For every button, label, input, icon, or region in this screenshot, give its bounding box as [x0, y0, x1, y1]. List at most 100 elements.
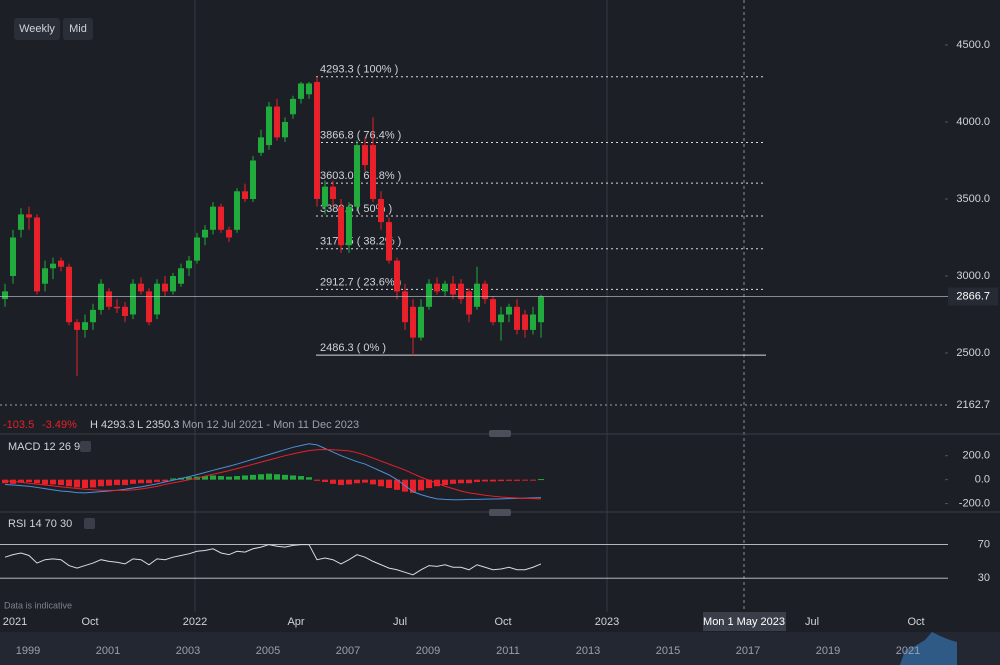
candle-body	[250, 160, 256, 199]
x-tick-label: Oct	[494, 616, 511, 628]
histogram-bar	[410, 479, 416, 493]
price-type-button[interactable]	[63, 18, 93, 40]
histogram-bar	[530, 479, 536, 481]
candle-body	[354, 145, 360, 207]
macd-title: MACD 12 26 9	[8, 441, 80, 453]
signal-line	[4, 448, 542, 500]
candle-body	[306, 83, 312, 95]
histogram-bar	[506, 479, 512, 481]
candle-body	[114, 306, 120, 309]
histogram-bar	[498, 479, 504, 482]
x-tick-label: Jul	[805, 616, 819, 628]
x-tick-label: 2023	[595, 616, 619, 628]
histogram-bar	[218, 476, 224, 480]
navigator-label: 2021	[896, 645, 920, 657]
y-tick-label: 30	[978, 572, 990, 584]
histogram-bar	[34, 479, 40, 484]
pane-handle[interactable]	[489, 509, 511, 516]
candle-body	[50, 263, 56, 269]
histogram-bar	[378, 479, 384, 487]
navigator-label: 2019	[816, 645, 840, 657]
histogram-bar	[426, 479, 432, 489]
histogram-bar	[90, 479, 96, 488]
candle-body	[482, 283, 488, 300]
last-price-label: 2866.7	[956, 290, 990, 302]
histogram-bar	[274, 474, 280, 480]
histogram-bar	[466, 479, 472, 484]
settings-icon[interactable]	[80, 441, 91, 452]
candle-body	[314, 81, 320, 199]
histogram-bar	[210, 475, 216, 480]
navigator[interactable]	[0, 632, 1000, 665]
histogram-bar	[50, 479, 56, 485]
histogram-bar	[98, 479, 104, 487]
candle-body	[426, 283, 432, 307]
histogram-bar	[314, 479, 320, 481]
histogram-bar	[170, 478, 176, 480]
candle-body	[338, 206, 344, 246]
candle-body	[258, 137, 264, 153]
candle-body	[34, 217, 40, 292]
histogram-bar	[266, 473, 272, 480]
candle-body	[378, 198, 384, 223]
histogram-bar	[122, 479, 128, 486]
candle-body	[178, 268, 184, 284]
change: -103.5	[3, 419, 34, 431]
histogram-bar	[362, 479, 368, 483]
candle-body	[162, 283, 168, 292]
histogram-bar	[250, 474, 256, 480]
y-tick-label: 2500.0	[956, 347, 990, 359]
range: Mon 12 Jul 2021 - Mon 11 Dec 2023	[182, 419, 359, 431]
macd-line	[4, 443, 542, 501]
button-label: Weekly	[19, 23, 55, 35]
fib-label: 3866.8 ( 76.4% )	[320, 129, 401, 141]
candle-body	[130, 283, 136, 315]
interval-button[interactable]	[14, 18, 60, 40]
histogram-bar	[482, 479, 488, 482]
candle-body	[386, 222, 392, 261]
histogram-bar	[458, 479, 464, 484]
navigator-label: 2011	[496, 645, 520, 657]
navigator-label: 2013	[576, 645, 600, 657]
candle-body	[498, 314, 504, 323]
candle-body	[234, 191, 240, 230]
y-tick-label: 200.0	[962, 450, 990, 462]
candle-body	[242, 191, 248, 199]
candle-body	[274, 106, 280, 138]
button-label: Mid	[69, 23, 87, 35]
navigator-area	[900, 632, 957, 665]
x-tick-label: Jul	[393, 616, 407, 628]
pane-handle[interactable]	[489, 430, 511, 437]
histogram-bar	[66, 479, 72, 487]
candle-body	[146, 291, 152, 323]
candle-body	[226, 229, 232, 238]
navigator-label: 2005	[256, 645, 280, 657]
histogram-bar	[514, 479, 520, 481]
candle-body	[26, 214, 32, 218]
histogram-bar	[162, 479, 168, 482]
marker-box	[948, 395, 998, 414]
fib-label: 3603.0 ( 61.8% )	[320, 170, 401, 182]
candle-body	[522, 314, 528, 330]
candle-body	[466, 291, 472, 315]
marker-label: 2162.7	[956, 399, 990, 411]
navigator-label: 2015	[656, 645, 680, 657]
candle-body	[434, 283, 440, 292]
histogram-bar	[354, 479, 360, 484]
candle-body	[282, 121, 288, 138]
settings-icon[interactable]	[84, 518, 95, 529]
candle-body	[186, 260, 192, 269]
navigator-label: 2007	[336, 645, 360, 657]
low: L 2350.3	[137, 419, 179, 431]
histogram-bar	[26, 479, 32, 483]
candle-body	[418, 306, 424, 338]
y-tick-label: 3500.0	[956, 193, 990, 205]
candle-body	[506, 306, 512, 315]
candle-body	[218, 206, 224, 230]
y-tick-label: 70	[978, 538, 990, 550]
histogram-bar	[258, 474, 264, 480]
histogram-bar	[394, 479, 400, 490]
histogram-bar	[442, 479, 448, 486]
candle-body	[450, 283, 456, 295]
